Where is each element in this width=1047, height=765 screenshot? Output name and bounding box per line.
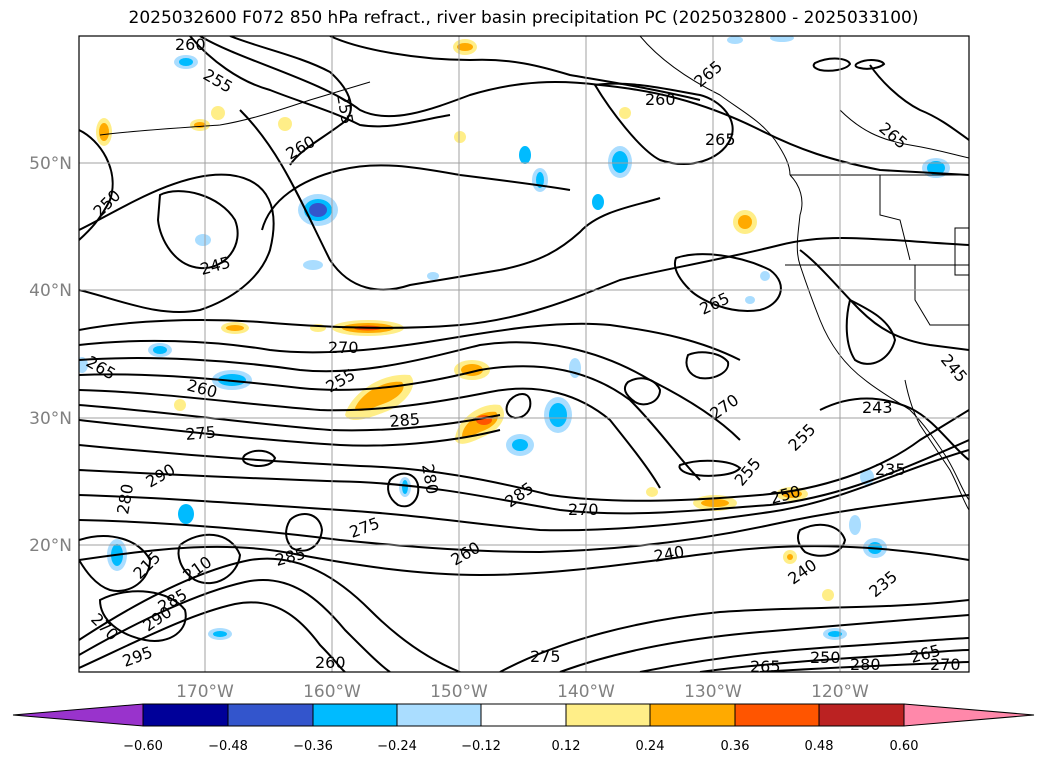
- pos-patch: [211, 106, 225, 120]
- contour-label: 275: [530, 647, 561, 666]
- colorbar-segment: [649, 703, 736, 727]
- neg-patch: [303, 260, 323, 270]
- contour-label: 260: [175, 35, 206, 54]
- colorbar-segment: [818, 703, 905, 727]
- lat-label-30n: 30°N: [29, 409, 72, 429]
- contour-label: 250: [810, 648, 841, 667]
- lon-label-120w: 120°W: [811, 682, 869, 702]
- lat-labels: 50°N 40°N 30°N 20°N: [29, 154, 72, 556]
- coastlines: [99, 36, 969, 511]
- neg-patch: [760, 271, 770, 281]
- colorbar-tick-label: −0.24: [377, 739, 417, 754]
- neg-patch: [512, 439, 528, 451]
- colorbar-tick-label: 0.24: [636, 739, 665, 754]
- contour-label: 270: [328, 338, 359, 357]
- colorbar-tick-label: −0.48: [208, 739, 248, 754]
- neg-patch: [402, 480, 408, 494]
- pos-patch: [355, 381, 404, 412]
- colorbar-segment: [312, 703, 398, 727]
- refractivity-contours: [79, 36, 969, 672]
- pos-patch: [738, 215, 752, 229]
- contour-label: 243: [862, 398, 893, 417]
- lon-label-150w: 150°W: [430, 682, 488, 702]
- colorbar-extend-low: [12, 703, 144, 727]
- lat-label-50n: 50°N: [29, 154, 72, 174]
- colorbar: −0.60 −0.48 −0.36 −0.24 −0.12 0.12 0.24 …: [12, 703, 1035, 754]
- neg-patch: [536, 172, 544, 188]
- neg-patch: [770, 36, 794, 42]
- lon-labels: 170°W 160°W 150°W 140°W 130°W 120°W: [176, 682, 869, 702]
- contour-label: 275: [185, 422, 217, 444]
- neg-patch: [427, 272, 439, 280]
- pos-patch: [278, 117, 292, 131]
- lat-label-20n: 20°N: [29, 536, 72, 556]
- map-title: 2025032600 F072 850 hPa refract., river …: [128, 8, 919, 28]
- colorbar-tick-label: 0.12: [552, 739, 581, 754]
- neg-patch: [178, 504, 194, 524]
- neg-patch: [727, 36, 743, 44]
- pos-patch: [701, 499, 729, 507]
- neg-patch: [519, 146, 531, 164]
- pos-patch: [99, 123, 109, 141]
- colorbar-tick-label: 0.60: [890, 739, 919, 754]
- colorbar-tick-label: 0.36: [721, 739, 750, 754]
- colorbar-tick-label: 0.48: [805, 739, 834, 754]
- pos-patch: [174, 399, 186, 411]
- neg-patch: [849, 515, 861, 535]
- colorbar-segment: [734, 703, 820, 727]
- contour-label: 260: [645, 90, 676, 109]
- pos-patch: [457, 43, 473, 51]
- contour-label: 280: [850, 655, 881, 674]
- colorbar-segment: [565, 703, 651, 727]
- contour-label: 265: [705, 130, 736, 149]
- lat-label-40n: 40°N: [29, 281, 72, 301]
- neg-patch: [549, 403, 567, 427]
- neg-patch: [745, 296, 755, 304]
- contour-label: 270: [930, 655, 961, 674]
- neg-patch: [213, 631, 227, 637]
- colorbar-tick-label: −0.12: [461, 739, 501, 754]
- colorbar-tick-label: −0.60: [123, 739, 163, 754]
- pos-patch: [787, 554, 793, 560]
- neg-patch: [612, 151, 628, 173]
- colorbar-tick-label: −0.36: [293, 739, 333, 754]
- contour-label: 285: [389, 409, 421, 431]
- contour-label: 260: [315, 653, 346, 672]
- contour-label: 265: [750, 657, 781, 676]
- colorbar-segment: [396, 703, 482, 727]
- contour-label: 270: [568, 500, 599, 519]
- colorbar-segment: [142, 703, 229, 727]
- neg-patch: [309, 203, 327, 217]
- neg-patch: [828, 631, 842, 637]
- neg-patch: [153, 346, 167, 354]
- pos-patch: [619, 107, 631, 119]
- lon-label-130w: 130°W: [684, 682, 742, 702]
- colorbar-extend-high: [903, 703, 1035, 727]
- lon-label-160w: 160°W: [303, 682, 361, 702]
- neg-patch: [592, 194, 604, 210]
- neg-patch: [79, 357, 88, 373]
- precip-shading: [79, 36, 950, 640]
- neg-patch: [195, 234, 211, 246]
- pos-patch: [226, 325, 244, 331]
- neg-patch: [927, 161, 945, 175]
- pos-patch: [646, 487, 658, 497]
- map-panel: [79, 36, 969, 672]
- contour-label: 235: [875, 460, 906, 479]
- neg-patch: [179, 58, 193, 66]
- colorbar-segment: [480, 703, 567, 727]
- lon-label-170w: 170°W: [176, 682, 234, 702]
- lon-label-140w: 140°W: [557, 682, 615, 702]
- graticule: [79, 36, 969, 672]
- pos-patch: [454, 131, 466, 143]
- pos-patch: [822, 589, 834, 601]
- colorbar-segment: [227, 703, 314, 727]
- map-frame: [78, 35, 970, 673]
